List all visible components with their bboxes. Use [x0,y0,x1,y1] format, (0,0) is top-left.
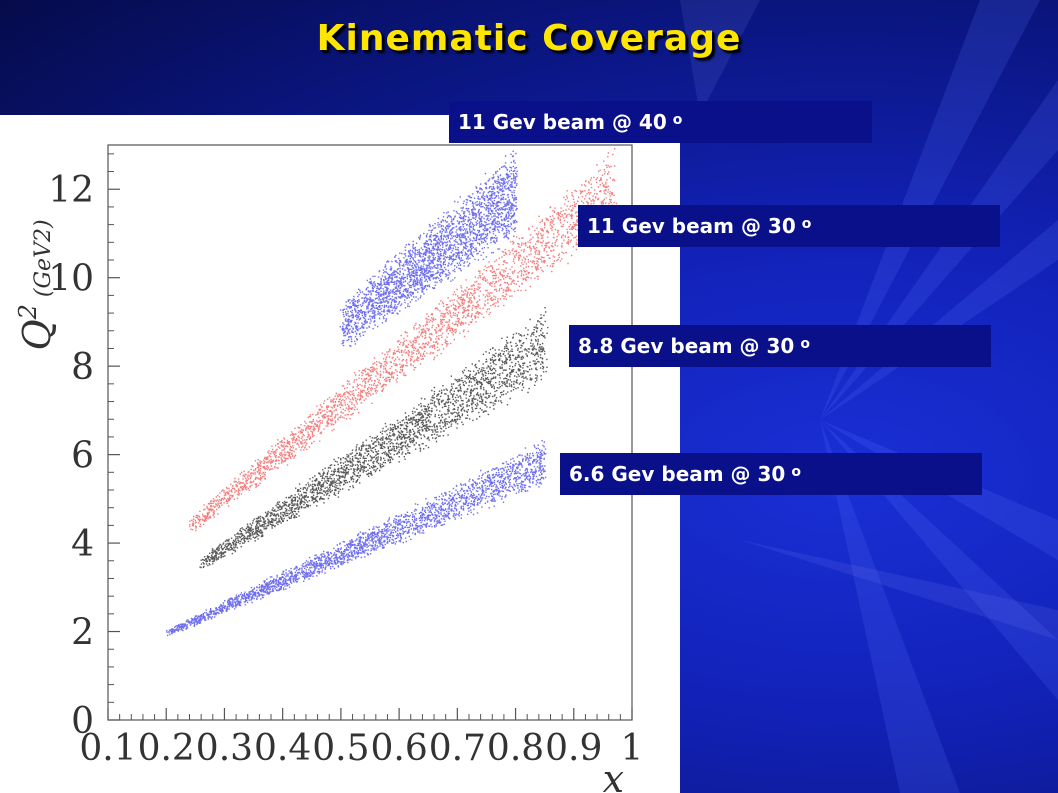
scatter-points [166,440,547,637]
scatter-series-blue-3 [339,150,518,347]
callout-8.8gev-30deg: 8.8 Gev beam @ 30 o [569,325,991,367]
x-axis-label: x [603,757,624,793]
scatter-series-blue-0 [166,440,547,637]
y-tick-label: 0 [71,701,94,742]
scatter-points [189,148,618,532]
y-tick-label: 10 [48,259,94,300]
degree-symbol: o [801,216,812,232]
callout-11gev-40deg: 11 Gev beam @ 40 o [449,101,872,143]
x-tick-label: 0.2 [138,728,195,769]
y-tick-label: 8 [71,347,94,388]
x-tick-label: 0.7 [429,728,486,769]
y-tick-label: 6 [71,436,94,477]
scatter-points [339,150,518,347]
callout-label: 11 Gev beam @ 30 [587,214,796,238]
x-tick-label: 1 [621,728,644,769]
scatter-series-black-1 [199,307,549,569]
degree-symbol: o [791,464,801,480]
degree-symbol: o [672,112,683,128]
y-tick-label: 12 [48,170,94,211]
x-tick-label: 0.9 [545,728,602,769]
y-tick-label: 4 [71,524,94,565]
degree-symbol: o [800,336,810,352]
callout-label: 8.8 Gev beam @ 30 [578,334,795,358]
x-tick-label: 0.3 [196,728,253,769]
slide-title: Kinematic Coverage [316,18,742,59]
x-tick-label: 0.8 [487,728,544,769]
plot-frame [107,144,633,721]
scatter-series-red-2 [189,148,618,532]
y-axis-label: Q2 (GeV2) [14,219,59,350]
callout-label: 6.6 Gev beam @ 30 [569,462,786,486]
q2-vs-x-scatter-chart: 0.1 0.2 0.3 0.4 0.5 0.6 0.7 0.8 0.9 1024681012xQ2… [14,144,644,793]
callout-label: 11 Gev beam @ 40 [458,110,667,134]
callout-11gev-30deg: 11 Gev beam @ 30 o [578,205,1000,247]
plot-panel: 0.1 0.2 0.3 0.4 0.5 0.6 0.7 0.8 0.9 1 0 2 4 6 8 10 12 x Q2… [0,115,680,793]
callout-6.6gev-30deg: 6.6 Gev beam @ 30 o [560,453,982,495]
scatter-points [199,307,549,569]
x-tick-label: 0.4 [254,728,311,769]
x-tick-label: 0.1 [79,728,136,769]
x-tick-label: 0.6 [370,728,427,769]
y-tick-label: 2 [71,613,94,654]
x-tick-label: 0.5 [312,728,369,769]
y-axis-label-text: Q2 (GeV2) [14,219,59,350]
